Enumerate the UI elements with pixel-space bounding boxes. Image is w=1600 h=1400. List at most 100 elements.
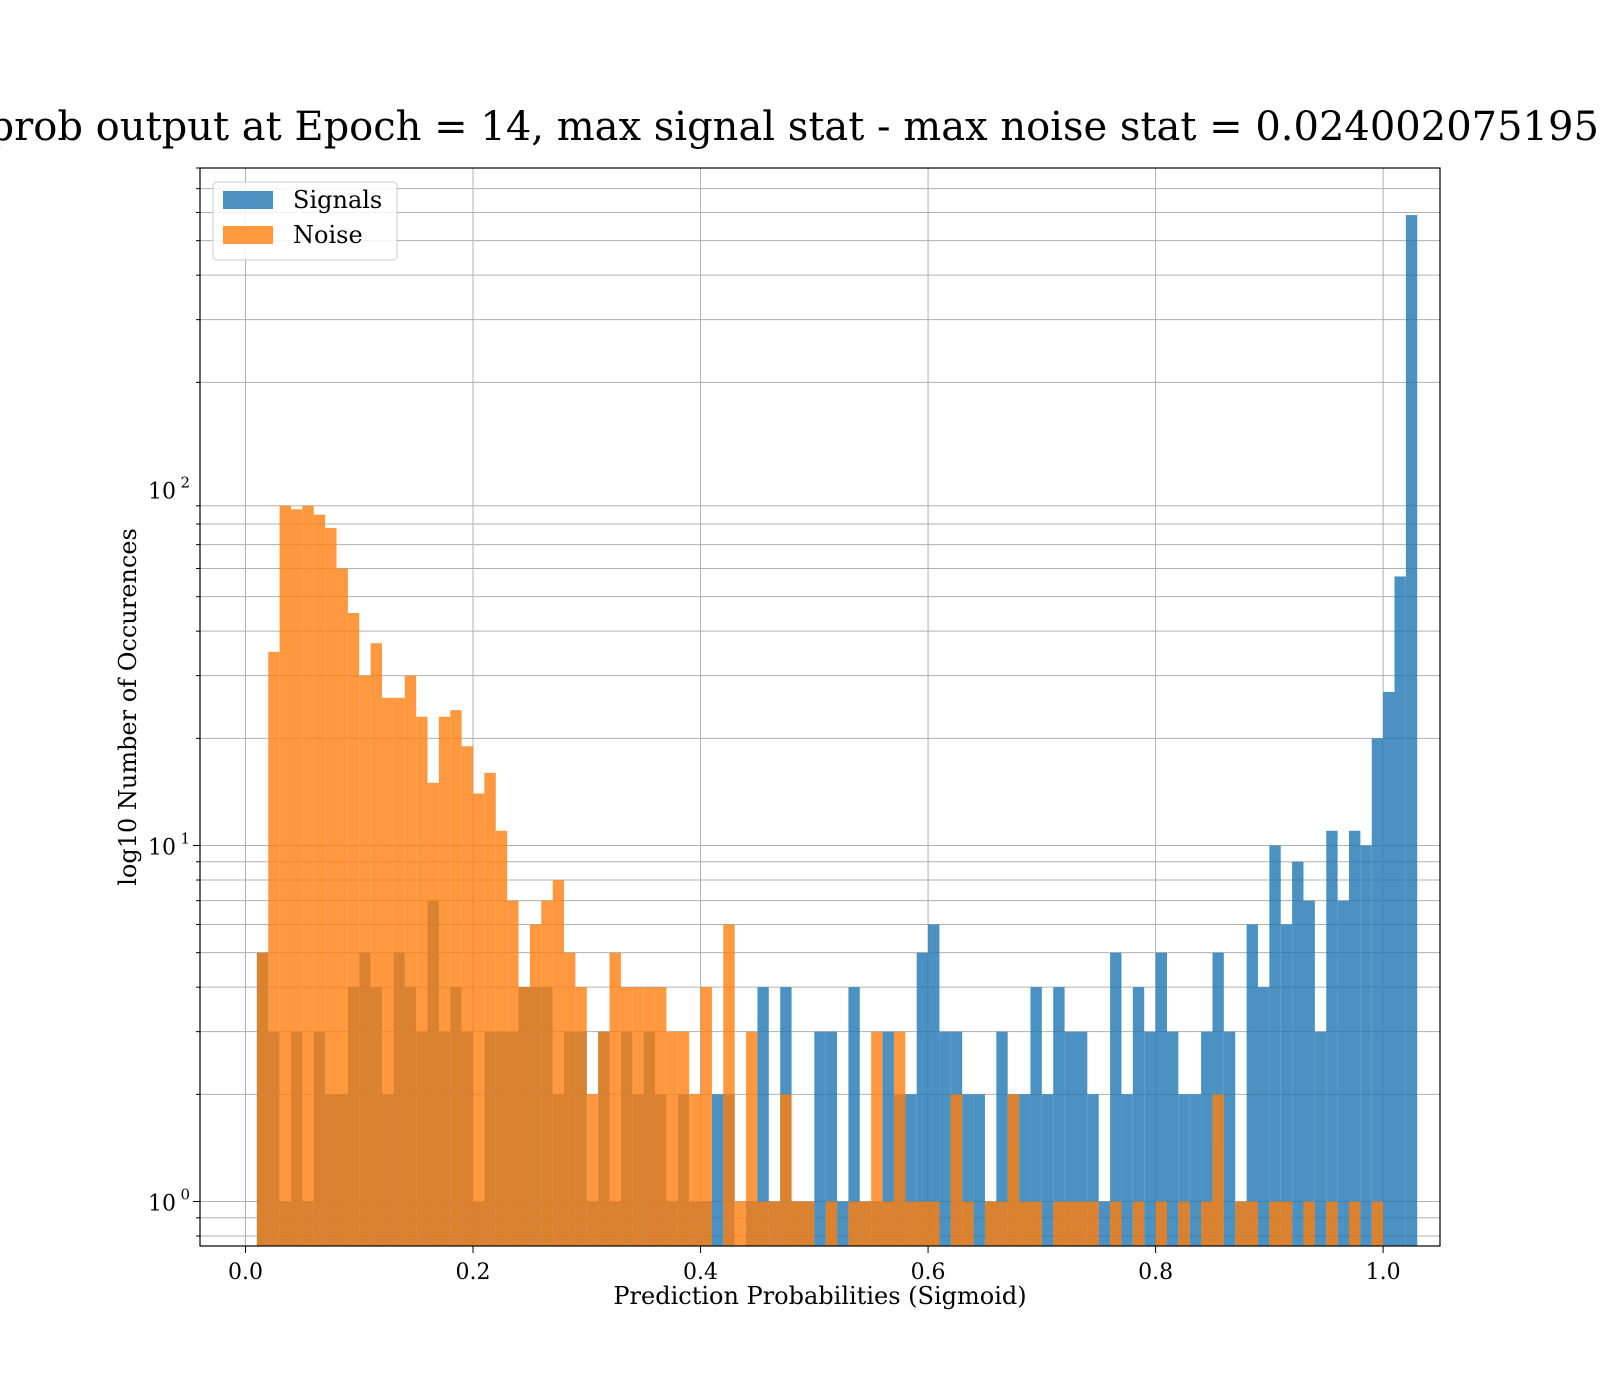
legend-label-noise: Noise: [293, 221, 363, 249]
noise-bar: [1178, 1201, 1190, 1246]
signals-bar: [1337, 900, 1349, 1246]
signals-bar: [1223, 1031, 1236, 1246]
noise-bar: [359, 675, 371, 1246]
signals-bar: [1383, 691, 1395, 1246]
noise-bar: [1110, 1201, 1122, 1246]
noise-bar: [564, 952, 576, 1246]
noise-bar: [746, 1031, 758, 1246]
noise-bar: [461, 746, 474, 1246]
noise-bar: [268, 651, 280, 1246]
noise-bar: [1132, 1201, 1145, 1246]
noise-bar: [598, 1031, 610, 1246]
signals-bar: [939, 1031, 951, 1246]
y-tick-label: 10: [148, 1192, 176, 1217]
noise-bar: [1212, 1094, 1224, 1246]
y-tick-label: 10: [148, 836, 176, 861]
x-tick-label: 1.0: [1366, 1260, 1401, 1285]
signals-bar: [1075, 1031, 1088, 1246]
signals-bar: [1371, 738, 1384, 1246]
noise-bar: [1087, 1201, 1099, 1246]
noise-bar: [655, 987, 667, 1246]
signals-bar: [1292, 861, 1304, 1246]
noise-bar: [529, 924, 542, 1246]
y-tick-exponent: 1: [180, 830, 190, 848]
x-tick-label: 0.8: [1138, 1260, 1173, 1285]
x-tick-label: 0.2: [456, 1260, 491, 1285]
legend-swatch-signals: [223, 191, 273, 209]
signals-bar: [814, 1031, 826, 1246]
legend-label-signals: Signals: [293, 186, 382, 214]
signals-bar: [1201, 1031, 1213, 1246]
legend-swatch-noise: [223, 226, 273, 244]
noise-bar: [893, 1031, 906, 1246]
signals-bar: [1314, 1031, 1327, 1246]
signals-bar: [1189, 1094, 1202, 1246]
plot-frame: [199, 167, 1441, 1247]
noise-bar: [632, 987, 644, 1246]
x-tick-label: 0.6: [911, 1260, 946, 1285]
noise-bar: [666, 1031, 678, 1246]
y-axis-label: log10 Number of Occurences: [114, 528, 142, 886]
noise-bar: [734, 1201, 747, 1246]
y-tick-exponent: 2: [180, 474, 190, 492]
noise-bar: [370, 643, 383, 1246]
signals-bar: [1144, 1031, 1156, 1246]
signals-bar: [1132, 987, 1145, 1246]
noise-bar: [586, 1094, 599, 1246]
signals-bar: [1326, 830, 1338, 1246]
noise-bar: [609, 952, 621, 1246]
noise-bar: [279, 505, 292, 1247]
signals-bar: [848, 987, 860, 1246]
signals-bar: [905, 1094, 917, 1246]
noise-bar: [1053, 1201, 1065, 1246]
signals-bar: [1121, 1094, 1133, 1246]
noise-bar: [313, 514, 326, 1246]
noise-bar: [1019, 1201, 1031, 1246]
signals-bar: [928, 924, 940, 1246]
noise-bar: [984, 1201, 997, 1246]
noise-bar: [302, 505, 314, 1247]
noise-bar: [1075, 1201, 1088, 1246]
signals-bar: [996, 1031, 1008, 1246]
noise-series: [256, 505, 1384, 1247]
noise-bar: [427, 782, 439, 1246]
noise-bar: [859, 1201, 872, 1246]
noise-bar: [1269, 1201, 1281, 1246]
noise-bar: [1280, 1201, 1293, 1246]
signals-bar: [1269, 845, 1281, 1246]
noise-bar: [677, 1031, 690, 1246]
noise-bar: [507, 900, 519, 1246]
signals-bar: [1098, 1201, 1111, 1246]
noise-bar: [916, 1201, 929, 1246]
signals-bar: [1394, 576, 1406, 1246]
noise-bar: [404, 675, 417, 1246]
noise-bar: [757, 1201, 769, 1246]
noise-bar: [393, 697, 405, 1246]
noise-bar: [518, 987, 530, 1246]
noise-bar: [928, 1201, 940, 1246]
noise-bar: [780, 1094, 792, 1246]
noise-bar: [495, 830, 508, 1246]
noise-bar: [347, 612, 360, 1246]
noise-bar: [905, 1201, 917, 1246]
noise-bar: [291, 509, 303, 1246]
noise-bar: [723, 924, 735, 1246]
noise-bar: [473, 793, 485, 1246]
signals-bar: [1041, 1094, 1054, 1246]
noise-bar: [1064, 1201, 1076, 1246]
noise-bar: [996, 1201, 1008, 1246]
noise-bar: [871, 1031, 883, 1246]
noise-bar: [1030, 1201, 1042, 1246]
signals-bar: [1110, 952, 1122, 1246]
noise-bar: [1155, 1201, 1167, 1246]
noise-bar: [689, 1094, 701, 1246]
signals-bar: [1280, 924, 1293, 1246]
noise-bar: [256, 952, 269, 1246]
noise-bar: [768, 1201, 781, 1246]
noise-bar: [1235, 1201, 1247, 1246]
noise-bar: [382, 697, 394, 1246]
signals-bar: [1053, 987, 1065, 1246]
signals-bar: [1257, 987, 1270, 1246]
noise-bar: [848, 1201, 860, 1246]
